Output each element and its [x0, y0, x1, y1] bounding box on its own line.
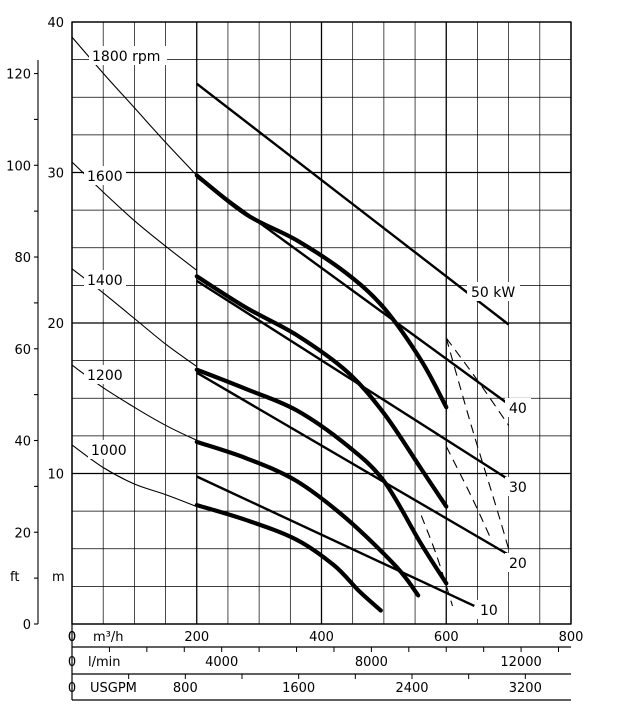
x-axis-label-lpm: l/min — [88, 655, 121, 670]
x-tick-lpm-zero: 0 — [68, 655, 76, 670]
y-tick-m: 30 — [47, 167, 64, 182]
y-tick-m: 20 — [47, 317, 64, 332]
data-curves — [71, 36, 510, 613]
y-tick-ft: 80 — [14, 251, 31, 266]
rpm-label-bg — [88, 440, 130, 459]
power-label-bg — [505, 477, 531, 496]
plot-border — [71, 21, 572, 625]
x-tick-lpm: 12000 — [500, 655, 541, 670]
head-curve — [194, 503, 383, 613]
y-tick-m: 10 — [47, 468, 64, 483]
limit-dashed-curve — [420, 515, 454, 607]
y-tick-ft: 120 — [6, 68, 31, 83]
limit-dashed-curve — [445, 337, 510, 426]
y-tick-ft: 100 — [6, 159, 31, 174]
x-tick-m3h: 200 — [184, 630, 209, 645]
x-tick-usgpm: 3200 — [509, 681, 542, 696]
rpm-label-bg — [84, 365, 126, 384]
y-tick-ft: 40 — [14, 435, 31, 450]
speed-curve-thin — [71, 444, 197, 508]
x-axis-label-usgpm: USGPM — [90, 681, 137, 696]
power-line — [196, 82, 510, 326]
y-tick-m: 40 — [47, 16, 64, 31]
power-line — [196, 279, 510, 481]
y-axis-label-ft: ft — [10, 570, 19, 585]
x-tick-usgpm-zero: 0 — [68, 681, 76, 696]
y-tick-ft: 60 — [14, 343, 31, 358]
power-line — [196, 371, 510, 556]
rpm-label: 1600 — [87, 169, 123, 185]
power-label-bg — [467, 282, 520, 301]
x-tick-m3h: 400 — [309, 630, 334, 645]
power-label-bg — [505, 398, 531, 417]
power-label: 20 — [509, 556, 527, 572]
power-label: 30 — [509, 480, 527, 496]
plot-frame — [71, 21, 572, 701]
power-label: 10 — [480, 603, 498, 619]
x-tick-m3h: 800 — [559, 630, 584, 645]
rpm-label-bg — [89, 46, 167, 65]
y-tick-ft: 20 — [14, 526, 31, 541]
rpm-label-bg — [84, 270, 126, 289]
y-tick-ft: 0 — [23, 618, 31, 633]
power-label: 40 — [509, 401, 527, 417]
x-axis-label-m3h: m³/h — [93, 630, 124, 645]
y-tick-m-zero: 0 — [68, 630, 76, 645]
power-line — [196, 475, 475, 608]
x-tick-usgpm: 2400 — [395, 681, 428, 696]
x-tick-lpm: 8000 — [355, 655, 388, 670]
power-label-bg — [476, 600, 502, 619]
rpm-label: 1000 — [91, 443, 127, 459]
rpm-label: 1800 rpm — [92, 49, 160, 65]
y-axis-label-m: m — [52, 570, 65, 585]
x-tick-m3h: 600 — [434, 630, 459, 645]
x-tick-lpm: 4000 — [205, 655, 238, 670]
head-curve — [194, 367, 449, 586]
head-curve — [194, 439, 421, 598]
power-line — [196, 176, 510, 406]
x-tick-m3h: 0 — [68, 630, 76, 645]
rpm-label: 1200 — [87, 368, 123, 384]
limit-dashed-curve — [445, 446, 491, 537]
head-curve — [194, 274, 449, 509]
rpm-label: 1400 — [87, 273, 123, 289]
chart-labels: 1800 rpm 1600 1400 1200 1000 50 kW 40 30 20 10 — [84, 46, 531, 619]
power-label: 50 kW — [471, 285, 515, 301]
rpm-label-bg — [84, 166, 126, 185]
x-tick-usgpm: 1600 — [282, 681, 315, 696]
limit-dashed-curve — [445, 337, 510, 549]
x-tick-usgpm: 800 — [173, 681, 198, 696]
power-label-bg — [505, 553, 531, 572]
